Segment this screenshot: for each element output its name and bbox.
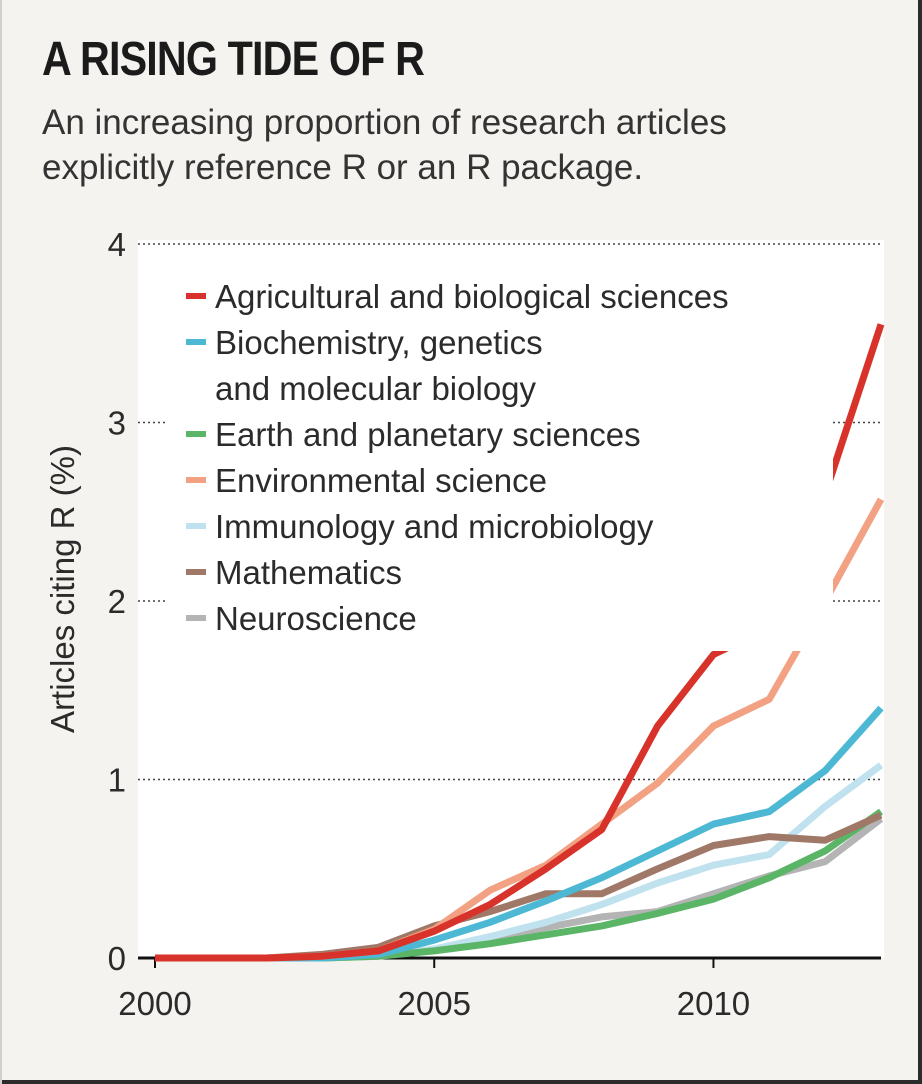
axes: 0 1 2 3 4 2000 2005 2010 Articles citing R (%) [44, 226, 881, 1022]
chart-title: A RISING TIDE OF R [42, 33, 425, 86]
y-tick-label: 1 [108, 762, 126, 799]
legend-label: Agricultural and biological sciences [215, 278, 729, 315]
legend-background [168, 268, 833, 651]
x-tick-label: 2010 [677, 985, 750, 1022]
y-axis-label: Articles citing R (%) [44, 445, 81, 733]
legend-label: Immunology and microbiology [215, 508, 654, 545]
legend: Agricultural and biological sciences Bioc… [168, 268, 833, 651]
legend-label: Neuroscience [215, 600, 417, 637]
x-tick-label: 2005 [398, 985, 471, 1022]
y-tick-label: 0 [108, 940, 126, 977]
series-lines [155, 323, 885, 962]
y-tick-label: 4 [108, 226, 126, 263]
left-border [0, 0, 2, 1084]
subtitle-line-1: An increasing proportion of research art… [42, 103, 727, 142]
chart-subtitle: An increasing proportion of research art… [42, 100, 727, 190]
legend-label: Mathematics [215, 554, 402, 591]
legend-label: Environmental science [215, 462, 547, 499]
x-tick-label: 2000 [118, 985, 191, 1022]
legend-label: and molecular biology [215, 370, 537, 407]
legend-label: Biochemistry, genetics [215, 324, 543, 361]
subtitle-line-2: explicitly reference R or an R package. [42, 148, 644, 187]
y-tick-label: 3 [108, 405, 126, 442]
y-tick-label: 2 [108, 583, 126, 620]
legend-label: Earth and planetary sciences [215, 416, 641, 453]
